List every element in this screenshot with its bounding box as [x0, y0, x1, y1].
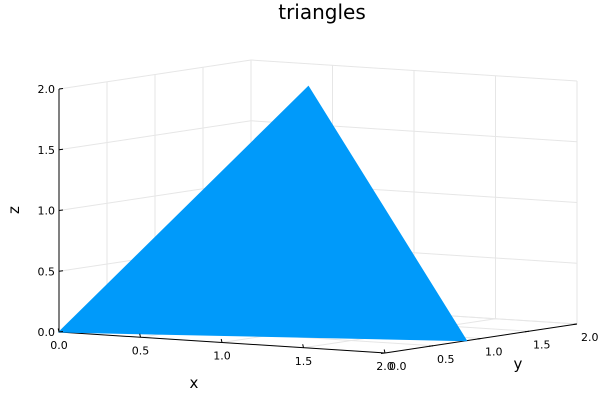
z-tick-label: 2.0: [38, 83, 56, 96]
triangle-1: [57, 85, 468, 342]
y-tick-label: 1.5: [533, 338, 551, 351]
tick-layer: 0.0 0.5 1.0 1.5 2.00.00.51.01.52.00.00.51.01…: [38, 83, 599, 373]
x-tick-label: 1.0: [213, 350, 231, 363]
chart-title: triangles: [278, 0, 366, 24]
x-tick-label: 1.5: [295, 355, 313, 368]
z-axis-label: z: [5, 206, 23, 214]
z-tick-label: 1.5: [38, 144, 56, 157]
x-tick-mark: [302, 344, 304, 348]
z-tick-mark: [58, 88, 64, 90]
x-tick-label: 0.5: [132, 344, 150, 357]
y-tick-label: 0.0: [389, 360, 407, 373]
x-tick-label: 2.0: [376, 360, 394, 373]
y-tick-label: 0.5: [437, 353, 455, 366]
z-tick-mark: [58, 209, 64, 211]
x-axis-label: x: [190, 374, 199, 392]
y-tick-mark: [524, 330, 530, 333]
y-tick-mark: [476, 338, 482, 340]
x-tick-mark: [57, 328, 60, 333]
z-tick-mark: [58, 270, 64, 272]
y-tick-mark: [380, 352, 386, 354]
z-tick-mark: [58, 331, 64, 333]
y-tick-label: 1.0: [485, 346, 503, 359]
z-tick-label: 0.0: [38, 326, 56, 339]
side-wall-gridline-z: [58, 59, 252, 90]
x-tick-mark: [139, 333, 141, 338]
data-layer: [57, 85, 468, 342]
x-tick-label: 0.0: [50, 339, 68, 352]
y-tick-mark: [428, 345, 434, 347]
y-axis-label: y: [514, 355, 523, 373]
side-wall-gridline-z: [58, 120, 252, 151]
y-tick-label: 2.0: [581, 331, 599, 344]
z-tick-label: 1.0: [38, 205, 56, 218]
back-wall-gridline-z: [250, 59, 578, 82]
z-tick-label: 0.5: [38, 265, 56, 278]
y-tick-mark: [572, 323, 578, 325]
x-tick-mark: [383, 349, 386, 354]
z-tick-mark: [58, 148, 64, 151]
x-tick-mark: [220, 338, 223, 343]
